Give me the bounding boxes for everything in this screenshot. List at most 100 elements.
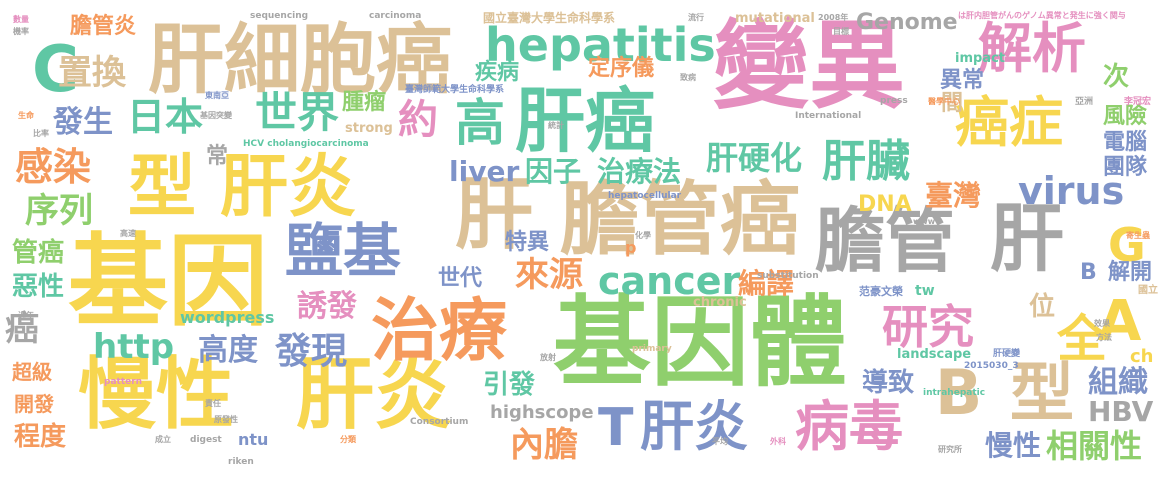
cloud-word: 解開 xyxy=(1108,260,1153,285)
cloud-word: 相關性 xyxy=(1046,427,1143,465)
cloud-word: 序列 xyxy=(25,191,93,231)
cloud-word: 型 xyxy=(128,148,197,227)
cloud-word: 生命 xyxy=(18,111,34,120)
cloud-word: 慢性 xyxy=(985,429,1042,462)
cloud-word: 肝硬變 xyxy=(993,349,1021,359)
cloud-word: 近年 xyxy=(18,311,34,320)
cloud-word: 目標 xyxy=(833,27,849,36)
cloud-word: 高度 xyxy=(198,333,258,368)
cloud-word: 超級 xyxy=(12,360,52,384)
cloud-word: 研究 xyxy=(882,300,974,354)
cloud-word: 肝細胞癌 xyxy=(148,15,452,104)
cloud-word: 致病 xyxy=(680,73,696,82)
cloud-word: landscape xyxy=(897,347,972,362)
cloud-word: International xyxy=(795,111,862,121)
cloud-word: 數量 xyxy=(13,15,29,24)
cloud-word: 電腦 xyxy=(1103,130,1148,155)
cloud-word: 發生 xyxy=(53,105,113,140)
cloud-word: 機率 xyxy=(13,27,29,36)
cloud-word: 研究所 xyxy=(938,445,962,454)
cloud-word: cancer xyxy=(598,259,741,303)
cloud-word: は肝内胆管がんのゲノム異常と発生に強く関与 xyxy=(958,11,1126,20)
cloud-word: 癌症 xyxy=(955,91,1063,154)
cloud-word: ch xyxy=(1130,346,1154,367)
cloud-word: 引發 xyxy=(483,370,536,400)
cloud-word: 位 xyxy=(1029,292,1056,322)
cloud-word: Consortium xyxy=(410,417,469,427)
cloud-word: 化學 xyxy=(635,231,651,240)
cloud-word: B xyxy=(935,356,983,429)
cloud-word: 鹽基 xyxy=(285,217,402,285)
cloud-word: p xyxy=(625,238,637,257)
cloud-word: mutational xyxy=(735,11,815,26)
cloud-word: 肝炎 xyxy=(220,148,357,227)
cloud-word: 原發性 xyxy=(214,415,238,424)
cloud-word: 發現 xyxy=(275,331,348,372)
cloud-word: 2008年 xyxy=(818,13,849,22)
cloud-word: 常 xyxy=(206,144,229,169)
cloud-word: 膽管 xyxy=(815,200,955,282)
cloud-word: 異常 xyxy=(940,68,985,93)
cloud-word: ntu xyxy=(238,430,269,449)
cloud-word: 肝 xyxy=(455,170,534,260)
cloud-word: B xyxy=(1080,260,1097,285)
cloud-word: digest xyxy=(190,435,222,445)
cloud-word: carcinoma xyxy=(369,11,422,21)
cloud-word: 組織 xyxy=(1088,365,1148,400)
cloud-word: 膽管癌 xyxy=(560,173,800,266)
cloud-word: primary xyxy=(632,344,672,354)
cloud-word: 因子 xyxy=(525,155,582,188)
cloud-word: impact xyxy=(955,51,1006,66)
cloud-word: hepatitis xyxy=(485,18,716,72)
cloud-word: 特異 xyxy=(505,230,550,255)
cloud-word: 風險 xyxy=(1103,104,1148,129)
cloud-word: 開發 xyxy=(14,392,54,416)
cloud-word: 國立臺灣大學生命科學系 xyxy=(483,11,616,25)
cloud-word: substitution xyxy=(757,271,819,281)
cloud-word: 肝硬化 xyxy=(706,139,803,177)
cloud-word: 效果 xyxy=(1094,319,1110,328)
cloud-word: riken xyxy=(228,457,254,467)
cloud-word: 置換 xyxy=(58,53,126,93)
cloud-word: 世代 xyxy=(438,266,483,291)
cloud-word: 寄生蟲 xyxy=(1126,231,1150,240)
cloud-word: 治療法 xyxy=(597,155,682,188)
cloud-word: A xyxy=(1098,289,1142,354)
cloud-word: 分類 xyxy=(340,435,356,444)
cloud-word: 編譯 xyxy=(738,267,795,300)
cloud-word: 管癌 xyxy=(12,238,65,268)
cloud-word: 臺灣 xyxy=(925,179,982,212)
cloud-word: G xyxy=(1108,218,1146,272)
cloud-word: chronic xyxy=(693,295,747,310)
cloud-word: C xyxy=(32,33,79,107)
cloud-word: 2015030_3 xyxy=(964,361,1019,371)
cloud-word: hepatocellular xyxy=(608,191,682,201)
cloud-word: HBV xyxy=(1088,395,1154,428)
cloud-word: 成立 xyxy=(155,435,171,444)
cloud-word: 高速 xyxy=(120,229,136,238)
cloud-word: 范豪文榮 xyxy=(859,285,903,298)
cloud-word: 解析 xyxy=(978,17,1086,80)
cloud-word: 感染 xyxy=(15,145,92,189)
cloud-word: www xyxy=(913,217,936,226)
cloud-word: press xyxy=(880,96,908,106)
cloud-word: HCV cholangiocarcinoma xyxy=(243,139,369,149)
cloud-word: 責任 xyxy=(205,399,221,408)
cloud-word: 定序儀 xyxy=(588,56,655,81)
cloud-word: 程度 xyxy=(14,422,67,452)
cloud-word: 慢性 xyxy=(78,350,235,440)
cloud-word: 導致 xyxy=(862,368,915,398)
cloud-word: Genome xyxy=(856,10,958,35)
cloud-word: strong xyxy=(345,121,393,136)
cloud-word: 次 xyxy=(1103,62,1130,92)
cloud-word: DNA xyxy=(858,192,912,217)
cloud-word: 肝炎 xyxy=(296,350,453,440)
cloud-word: T xyxy=(598,398,634,458)
cloud-word: 膽管炎 xyxy=(70,14,137,39)
cloud-word: 基因體 xyxy=(553,286,848,400)
cloud-word: 醫學中心 xyxy=(928,97,960,106)
cloud-word: 肝臟 xyxy=(822,136,910,187)
cloud-word: 東南亞 xyxy=(205,91,229,100)
cloud-word: liver xyxy=(449,155,520,188)
cloud-word: 外科 xyxy=(770,437,786,446)
